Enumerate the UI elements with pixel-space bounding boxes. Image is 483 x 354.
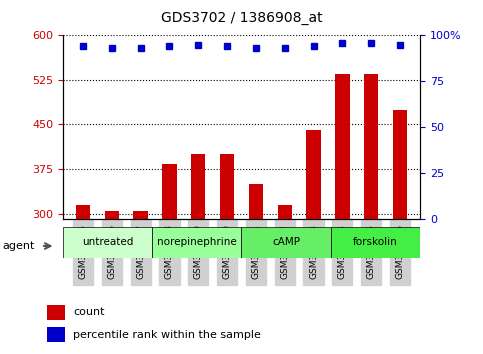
Text: percentile rank within the sample: percentile rank within the sample [73,330,261,339]
Text: norepinephrine: norepinephrine [157,238,237,247]
Text: untreated: untreated [82,238,133,247]
Bar [191,154,205,354]
Bar [393,110,407,354]
Text: forskolin: forskolin [353,238,398,247]
Bar [249,184,263,354]
FancyBboxPatch shape [331,227,420,258]
Bar [220,154,234,354]
Bar [335,74,350,354]
Text: GDS3702 / 1386908_at: GDS3702 / 1386908_at [161,11,322,25]
Bar [76,205,90,354]
FancyBboxPatch shape [242,227,331,258]
Text: cAMP: cAMP [272,238,300,247]
Bar [162,164,177,354]
Bar [47,305,65,320]
Bar [133,211,148,354]
Bar [278,205,292,354]
Bar [105,211,119,354]
FancyBboxPatch shape [152,227,242,258]
Text: agent: agent [2,241,35,251]
Bar [306,130,321,354]
Bar [364,74,378,354]
Bar [47,327,65,342]
Text: count: count [73,307,105,317]
FancyBboxPatch shape [63,227,152,258]
